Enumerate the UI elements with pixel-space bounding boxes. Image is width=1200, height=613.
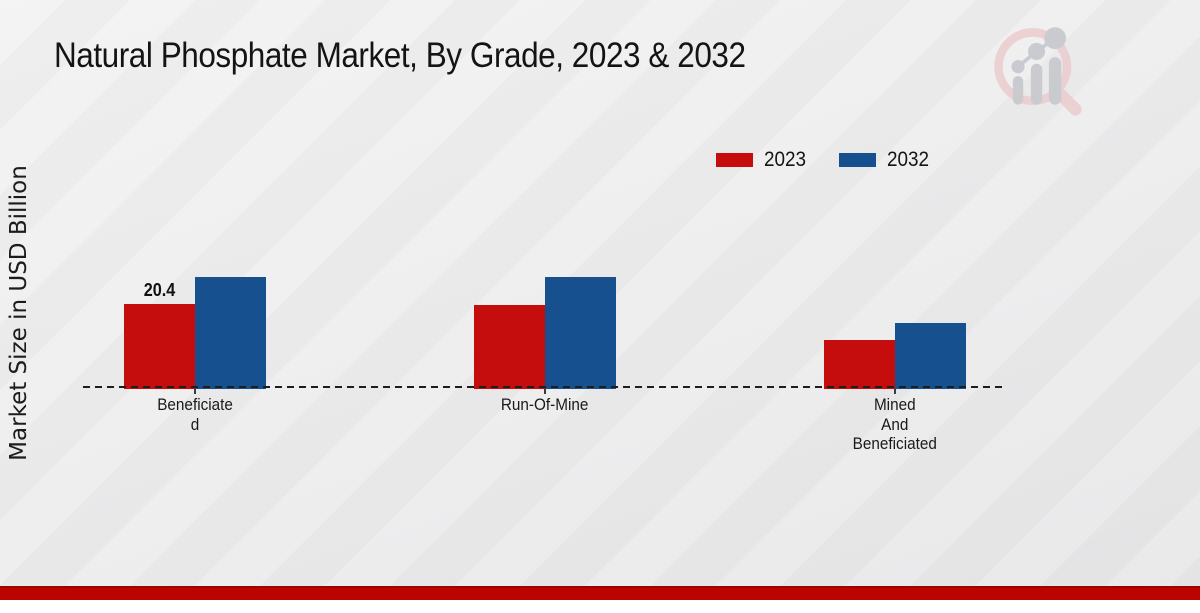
bar-value-label: 20.4	[143, 280, 176, 300]
legend-swatch-2032	[838, 153, 876, 167]
logo-trend-dots	[1011, 27, 1066, 74]
x-axis-dashed-baseline	[83, 386, 1006, 388]
x-axis-tick-2	[894, 389, 896, 394]
bar-2032-category-1	[545, 276, 616, 389]
x-category-label-2: Mined And Beneficiated	[852, 395, 938, 453]
legend-item-2032: 2032	[838, 148, 934, 172]
x-axis-tick-0	[194, 389, 196, 394]
logo-chart-bars	[1012, 57, 1062, 105]
x-category-label-1: Run-Of-Mine	[501, 395, 589, 414]
plot-area: Beneficiate d Run-Of-Mine Mined And Benefi…	[83, 276, 1006, 453]
bar-2023-category-1	[474, 304, 545, 389]
market-research-watermark-logo	[994, 27, 1082, 116]
bar-2032-category-2	[895, 323, 966, 389]
legend: 2023 2032	[716, 148, 933, 172]
legend-label-2023: 2023	[764, 148, 807, 171]
bar-2023-category-2	[824, 339, 895, 389]
x-category-label-0: Beneficiate d	[157, 395, 233, 434]
bar-2023-category-0	[124, 304, 195, 389]
legend-swatch-2023	[716, 153, 753, 167]
x-axis-tick-1	[544, 389, 546, 394]
legend-item-2023: 2023	[716, 148, 811, 172]
chart-title: Natural Phosphate Market, By Grade, 2023…	[54, 36, 746, 75]
legend-label-2032: 2032	[886, 148, 929, 171]
chart-canvas: Natural Phosphate Market, By Grade, 2023…	[0, 0, 1200, 600]
footer-accent-bar	[0, 586, 1200, 600]
bar-2032-category-0	[195, 276, 266, 389]
